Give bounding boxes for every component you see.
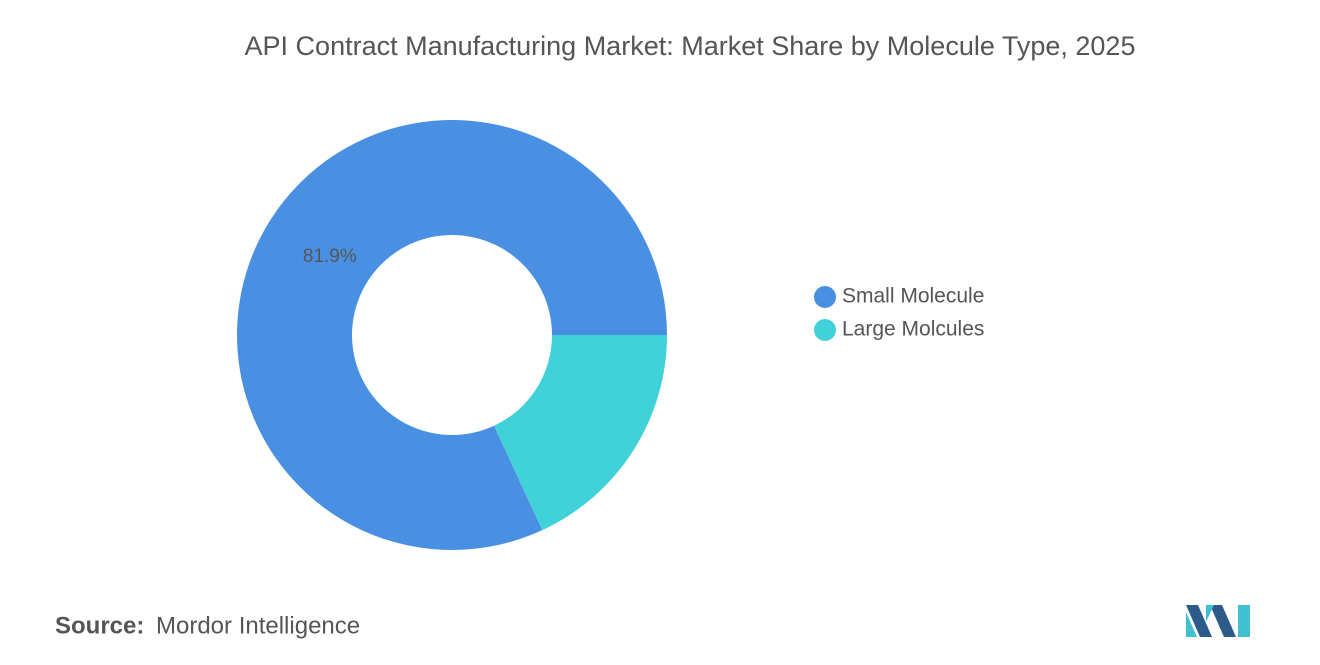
legend-marker [814, 286, 836, 308]
chart-title: API Contract Manufacturing Market: Marke… [245, 31, 1136, 61]
donut-slice [494, 335, 667, 531]
data-label: 81.9% [303, 246, 357, 267]
source-label: Source: [55, 612, 144, 639]
logo [1186, 605, 1250, 637]
source: Mordor Intelligence [156, 612, 360, 639]
legend-label: Small Molecule [842, 285, 984, 308]
legend-marker [814, 319, 836, 341]
donut-slice [236, 120, 667, 550]
legend-label: Large Molcules [842, 318, 984, 341]
